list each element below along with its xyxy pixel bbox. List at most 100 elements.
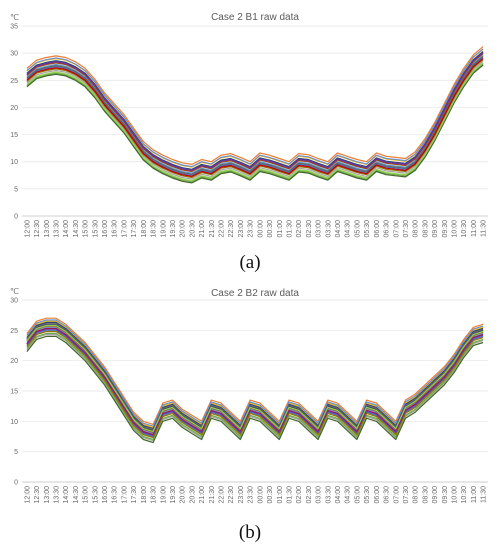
x-tick-label: 16:30 [112, 486, 119, 504]
y-tick-label: 25 [10, 328, 18, 335]
chart-panel-a: Case 2 B1 raw data ℃ 0 5 10 15 20 25 30 35 12:00 12… [10, 12, 488, 238]
x-tick-label: 22:30 [228, 220, 235, 238]
x-tick-label: 07:30 [403, 220, 410, 238]
x-tick-label: 06:00 [374, 486, 381, 504]
series-line-14 [26, 327, 484, 436]
x-tick-label: 20:00 [180, 220, 187, 238]
series-line-6 [26, 326, 484, 435]
y-tick-label: 15 [10, 132, 18, 139]
x-tick-label: 13:00 [44, 220, 51, 238]
x-tick-label: 13:00 [44, 486, 51, 504]
series-line-13 [26, 48, 484, 168]
x-tick-label: 13:30 [53, 220, 60, 238]
chart-title: Case 2 B2 raw data [211, 288, 299, 299]
x-tick-label: 23:00 [238, 220, 245, 238]
x-tick-label: 00:30 [267, 486, 274, 504]
x-tick-label: 19:00 [160, 486, 167, 504]
x-tick-label: 03:30 [325, 486, 332, 504]
x-tick-label: 09:00 [432, 486, 439, 504]
x-tick-label: 12:00 [24, 486, 31, 504]
y-tick-label: 20 [10, 358, 18, 365]
x-tick-label: 16:00 [102, 220, 109, 238]
x-tick-label: 21:00 [199, 486, 206, 504]
x-tick-label: 11:00 [471, 486, 478, 503]
x-tick-label: 23:00 [238, 486, 245, 504]
series-line-7 [26, 332, 484, 441]
x-tick-label: 04:00 [335, 486, 342, 504]
series-line-9 [26, 53, 484, 173]
x-tick-label: 05:30 [364, 486, 371, 504]
x-tick-label: 21:30 [209, 220, 216, 238]
series-line-4 [26, 333, 484, 442]
x-tick-label: 04:30 [345, 220, 352, 238]
x-tick-label: 16:00 [102, 486, 109, 504]
x-tick-label: 02:00 [296, 486, 303, 504]
x-tick-label: 06:30 [384, 220, 391, 238]
y-tick-label: 5 [14, 449, 18, 456]
x-tick-label: 22:00 [219, 220, 226, 238]
x-tick-label: 14:30 [73, 220, 80, 238]
series-line-1 [26, 52, 484, 172]
x-tick-label: 20:00 [180, 486, 187, 504]
x-tick-label: 08:30 [422, 486, 429, 504]
y-axis-unit-label: ℃ [10, 13, 19, 22]
x-tick-label: 12:00 [24, 220, 31, 238]
x-tick-label: 07:30 [403, 486, 410, 504]
series-line-8 [26, 321, 484, 430]
x-tick-label: 20:30 [189, 486, 196, 504]
x-tick-label: 00:30 [267, 220, 274, 238]
x-tick-label: 03:30 [325, 220, 332, 238]
y-tick-label: 25 [10, 78, 18, 85]
x-tick-label: 21:30 [209, 486, 216, 504]
x-tick-label: 16:30 [112, 220, 119, 238]
x-tick-label: 18:30 [151, 486, 158, 504]
x-tick-label: 15:00 [83, 220, 90, 238]
x-tick-label: 09:30 [442, 486, 449, 504]
panel-caption-b: (b) [238, 522, 262, 543]
y-tick-label: 20 [10, 105, 18, 112]
x-tick-label: 07:00 [393, 486, 400, 504]
series-line-16 [26, 328, 484, 436]
x-tick-label: 19:30 [170, 486, 177, 504]
x-tick-label: 14:00 [63, 486, 70, 504]
x-tick-label: 12:30 [34, 220, 41, 238]
x-tick-label: 11:30 [481, 220, 488, 237]
x-tick-label: 00:00 [257, 486, 264, 504]
x-tick-label: 22:00 [219, 486, 226, 504]
x-tick-label: 20:30 [189, 220, 196, 238]
x-tick-label: 21:00 [199, 220, 206, 238]
y-tick-label: 30 [10, 51, 18, 58]
series-line-12 [26, 64, 484, 184]
x-tick-label: 12:30 [34, 486, 41, 504]
series-line-3 [26, 317, 484, 425]
x-tick-label: 06:00 [374, 220, 381, 238]
x-tick-label: 19:00 [160, 220, 167, 238]
x-tick-label: 08:30 [422, 220, 429, 238]
y-tick-label: 0 [14, 480, 18, 487]
x-tick-label: 13:30 [53, 486, 60, 504]
series-line-13 [26, 319, 484, 427]
chart-panel-b: Case 2 B2 raw data ℃ 0 5 10 15 20 25 30 12:00 12:3… [10, 287, 488, 504]
x-tick-label: 23:30 [248, 486, 255, 504]
series-line-10 [26, 59, 484, 179]
x-tick-label: 17:30 [131, 486, 138, 504]
x-tick-label: 10:00 [452, 486, 459, 504]
x-tick-label: 15:30 [92, 220, 99, 238]
series-line-15 [26, 62, 484, 182]
series-line-2 [26, 329, 484, 438]
series-line-5 [26, 320, 484, 428]
series-line-2 [26, 57, 484, 176]
x-tick-label: 10:30 [461, 220, 468, 238]
x-tick-label: 04:00 [335, 220, 342, 238]
x-tick-label: 22:30 [228, 486, 235, 504]
series-line-12 [26, 335, 484, 444]
x-tick-label: 02:30 [306, 220, 313, 238]
x-tick-label: 02:30 [306, 486, 313, 504]
x-tick-label: 07:00 [393, 220, 400, 238]
x-tick-label: 11:30 [481, 486, 488, 503]
x-tick-label: 18:00 [141, 486, 148, 504]
x-tick-label: 18:30 [151, 220, 158, 238]
x-tick-label: 17:00 [121, 486, 128, 504]
x-tick-label: 15:00 [83, 486, 90, 504]
